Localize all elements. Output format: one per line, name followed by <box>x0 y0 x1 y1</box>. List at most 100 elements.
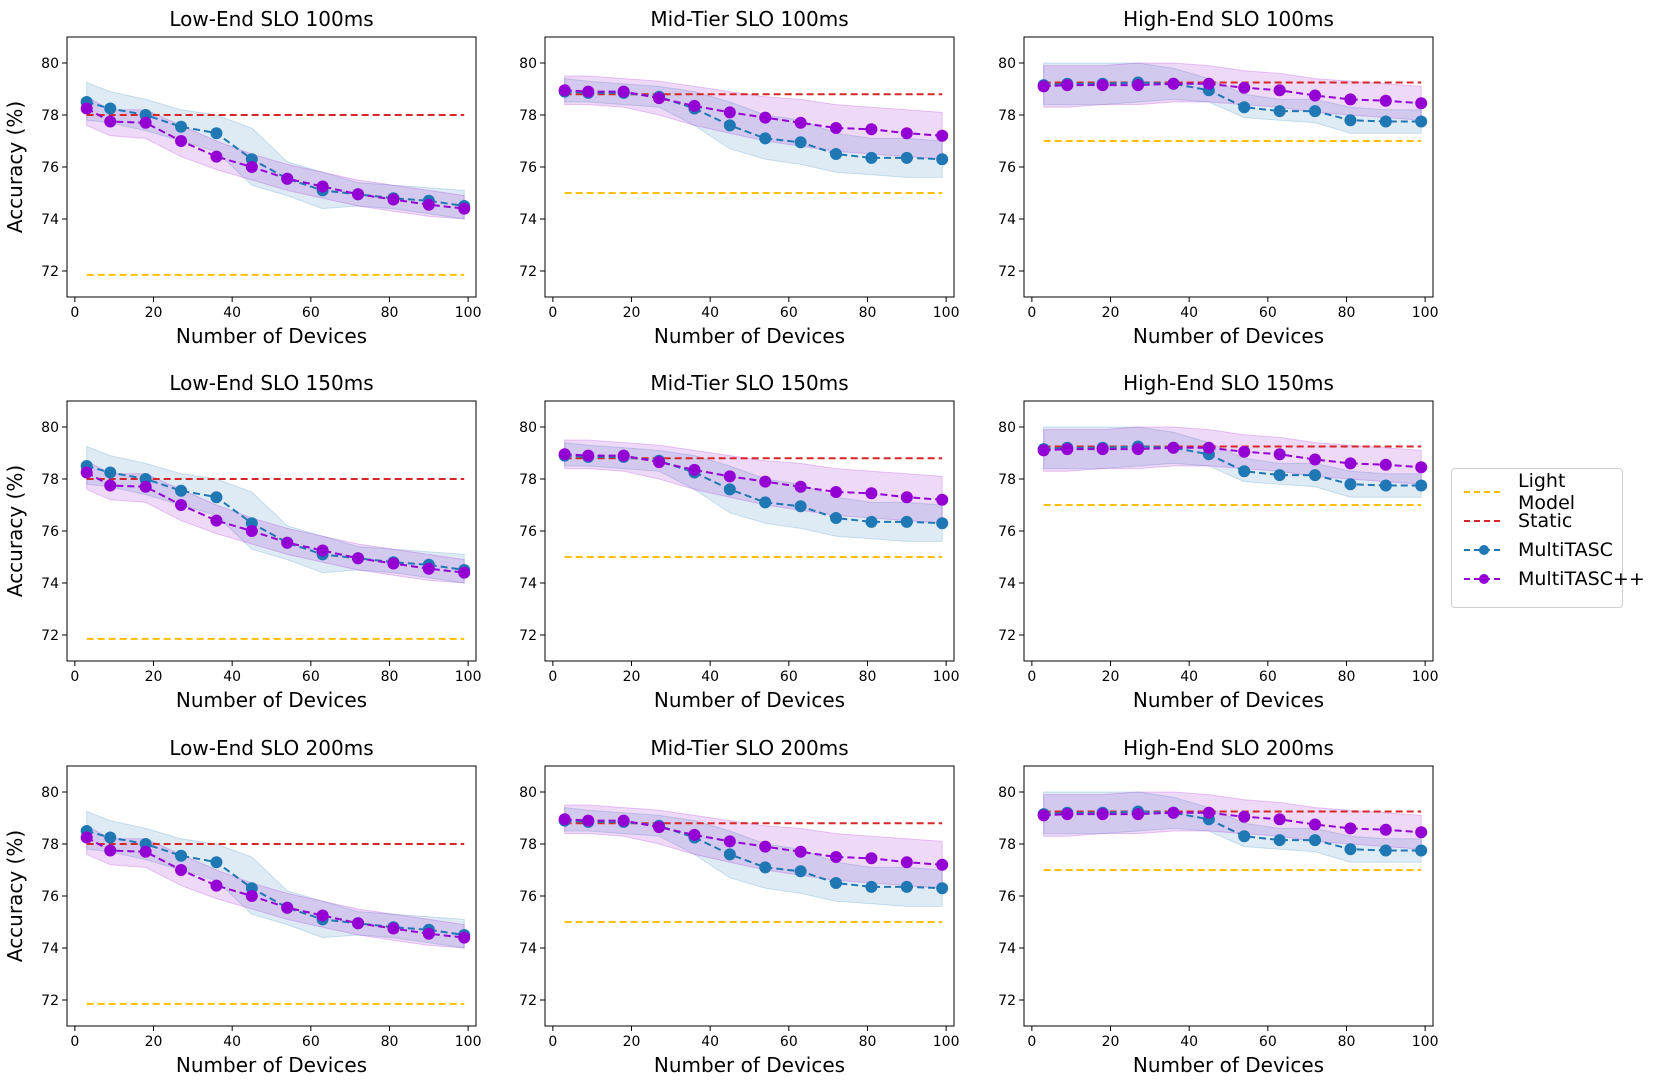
panel-2-multitascpp-point-4 <box>653 92 666 105</box>
panel-8-multitascpp-point-7 <box>759 840 772 853</box>
panel-1-ytick-label-74: 74 <box>41 212 59 228</box>
panel-3-multitascpp-point-7 <box>1238 81 1251 94</box>
panel-3-multitascpp-point-11 <box>1379 94 1392 107</box>
panel-9-multitascpp-point-1 <box>1037 809 1050 822</box>
panel-5-ytick-label-78: 78 <box>519 472 537 488</box>
panel-5-ytick-label-80: 80 <box>519 420 537 436</box>
panel-2-xtick-label-40: 40 <box>701 305 719 321</box>
panel-8-multitascpp-point-10 <box>865 852 878 865</box>
panel-5-xtick-label-40: 40 <box>701 669 719 685</box>
panel-7-multitascpp-point-4 <box>175 864 188 876</box>
panel-9-xtick-label-40: 40 <box>1180 1034 1198 1050</box>
panel-4-xtick-label-20: 20 <box>145 669 163 685</box>
panel-4-multitascpp-point-7 <box>281 536 294 549</box>
panel-8-ytick-label-78: 78 <box>519 837 537 853</box>
panel-8-xtick-label-0: 0 <box>548 1034 557 1050</box>
panel-6-multitasc-point-8 <box>1273 469 1286 482</box>
panel-1-multitascpp-point-10 <box>387 193 400 206</box>
legend-label-multitasc: MultiTASC <box>1518 538 1613 561</box>
panel-5-multitascpp-point-3 <box>617 449 630 462</box>
panel-4-xtick-label-100: 100 <box>455 669 482 685</box>
panel-5-multitascpp-point-10 <box>865 487 878 500</box>
panel-8-multitascpp-point-11 <box>900 856 913 869</box>
panel-2-multitascpp-point-1 <box>558 84 571 97</box>
legend-swatch-multitasc <box>1464 544 1504 555</box>
panel-6-xlabel: Number of Devices <box>1133 688 1324 712</box>
panel-4-multitascpp-point-1 <box>80 466 93 479</box>
panel-3-ytick-label-80: 80 <box>998 56 1016 72</box>
panel-8-multitasc-point-8 <box>794 865 807 878</box>
panel-5-xtick-label-20: 20 <box>623 669 641 685</box>
panel-4-multitascpp-point-12 <box>458 566 471 579</box>
panel-5-xtick-label-0: 0 <box>548 669 557 685</box>
panel-2: Mid-Tier SLO 100ms 0 20 40 60 80 100 72 74 76 78 80… <box>519 7 959 348</box>
panel-1-ytick-label-72: 72 <box>41 264 59 280</box>
panel-4-xlabel: Number of Devices <box>176 688 367 712</box>
panel-3-multitascpp-point-12 <box>1415 97 1428 110</box>
panel-4-multitasc-point-4 <box>175 484 188 497</box>
panel-5-multitascpp-point-7 <box>759 475 772 488</box>
panel-5-xtick-label-80: 80 <box>859 669 877 685</box>
panel-7-multitascpp-point-1 <box>80 831 93 844</box>
panel-9-ytick-label-78: 78 <box>998 837 1016 853</box>
panel-7-ytick-label-76: 76 <box>41 889 59 905</box>
panel-1-xtick-label-100: 100 <box>455 305 482 321</box>
legend-swatch-multitascpp <box>1464 573 1504 584</box>
panel-4-multitascpp-point-5 <box>210 514 223 527</box>
panel-6: High-End SLO 150ms 0 20 40 60 80 100 72 74 76 78 80… <box>998 371 1438 712</box>
panel-1-multitascpp-point-1 <box>80 102 93 115</box>
panel-2-multitasc-point-9 <box>830 148 843 160</box>
panel-5-xtick-label-100: 100 <box>933 669 960 685</box>
panel-7-multitascpp-point-2 <box>104 844 117 857</box>
panel-7-xtick-label-80: 80 <box>381 1034 399 1050</box>
panel-4-ytick-label-74: 74 <box>41 576 59 592</box>
panel-4-multitasc-point-5 <box>210 491 223 504</box>
panel-3-xtick-label-80: 80 <box>1338 305 1356 321</box>
panel-8-xtick-label-40: 40 <box>701 1034 719 1050</box>
panel-6-multitasc-point-9 <box>1309 469 1322 482</box>
panel-1-xtick-label-20: 20 <box>145 305 163 321</box>
legend: Light Model Static MultiTASC MultiTASC++ <box>1451 468 1645 608</box>
panel-1-xtick-label-60: 60 <box>302 305 320 321</box>
panel-8-multitasc-point-6 <box>723 848 736 861</box>
panel-1-multitascpp-point-2 <box>104 115 117 128</box>
panel-5-multitasc-point-7 <box>759 496 772 509</box>
panel-8-xtick-label-80: 80 <box>859 1034 877 1050</box>
panel-5-multitasc-point-6 <box>723 483 736 496</box>
panel-3-xlabel: Number of Devices <box>1133 324 1324 348</box>
panel-3-multitascpp-point-10 <box>1344 93 1357 106</box>
legend-item-light-model: Light Model <box>1462 470 1612 514</box>
panel-2-multitasc-point-8 <box>794 136 807 149</box>
panel-5-ytick-label-74: 74 <box>519 576 537 592</box>
panel-9-xlabel: Number of Devices <box>1133 1053 1324 1077</box>
panel-4-multitascpp-point-2 <box>104 479 117 492</box>
panel-8-multitascpp-point-9 <box>830 851 843 863</box>
panel-2-ytick-label-74: 74 <box>519 212 537 228</box>
panel-7-ytick-label-74: 74 <box>41 941 59 957</box>
panel-9-ytick-label-74: 74 <box>998 941 1016 957</box>
panel-6-xtick-label-60: 60 <box>1259 669 1277 685</box>
panel-3-multitasc-point-11 <box>1379 115 1392 128</box>
panel-7-multitascpp-point-5 <box>210 879 223 892</box>
panel-3-multitasc-point-8 <box>1273 105 1286 118</box>
panel-2-multitasc-point-12 <box>936 153 949 166</box>
panel-5-multitascpp-point-12 <box>936 493 949 506</box>
panel-5-multitascpp-point-11 <box>900 491 913 504</box>
panel-3: High-End SLO 100ms 0 20 40 60 80 100 72 74 76 78 80… <box>998 7 1438 348</box>
panel-8-multitasc-point-11 <box>900 880 913 893</box>
panel-1-ytick-label-78: 78 <box>41 108 59 124</box>
panel-4-multitascpp-point-4 <box>175 499 188 511</box>
panel-1-multitasc-point-2 <box>104 102 117 115</box>
panel-9-multitasc-point-11 <box>1379 844 1392 857</box>
legend-swatch-light-model <box>1464 490 1504 493</box>
panel-9-title: High-End SLO 200ms <box>1123 736 1334 760</box>
panel-2-ytick-label-78: 78 <box>519 108 537 124</box>
panel-5-multitasc-point-9 <box>830 512 843 524</box>
panel-7-xtick-label-20: 20 <box>145 1034 163 1050</box>
panel-6-multitascpp-point-3 <box>1096 443 1109 456</box>
panel-2-multitascpp-point-5 <box>688 99 701 112</box>
panel-3-multitasc-point-9 <box>1309 105 1322 118</box>
panel-2-multitascpp-point-8 <box>794 116 807 129</box>
panel-9-multitascpp-point-4 <box>1132 808 1145 821</box>
